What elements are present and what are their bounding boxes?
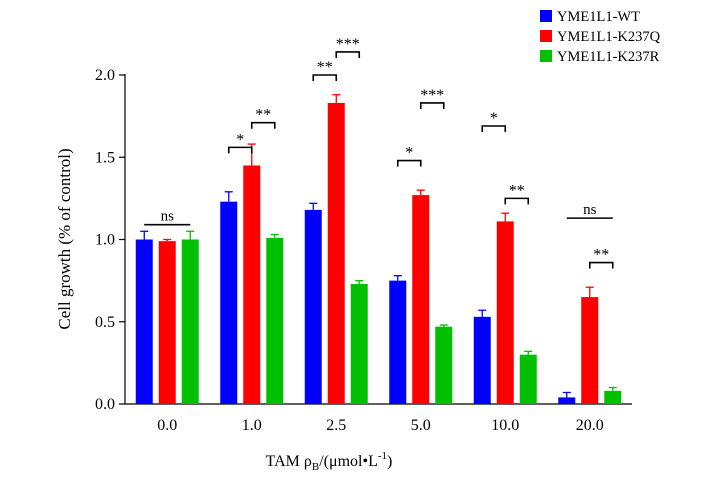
x-label-superscript: -1 — [378, 450, 387, 462]
bar — [158, 241, 176, 404]
significance-bracket — [504, 197, 530, 205]
bar — [266, 237, 284, 404]
bar — [181, 239, 199, 404]
x-axis-label: TAM ρB/(μmol•L-1) — [266, 450, 393, 473]
legend-swatch — [540, 10, 552, 22]
bar — [327, 102, 345, 404]
significance-bracket — [588, 261, 614, 269]
y-tick-label: 1.5 — [95, 149, 115, 166]
significance-bracket — [227, 146, 253, 154]
legend-swatch — [540, 50, 552, 62]
significance-bracket — [481, 125, 507, 132]
bar — [558, 397, 576, 404]
legend-label: YME1L1-K237R — [557, 49, 660, 65]
significance-label: * — [405, 145, 413, 162]
bar — [519, 354, 537, 404]
significance-label: * — [490, 110, 498, 127]
legend-label: YME1L1-K237Q — [557, 29, 661, 45]
bar — [389, 280, 407, 404]
x-label-end: ) — [387, 453, 392, 470]
bar — [473, 316, 491, 404]
x-label-main: TAM ρ — [266, 453, 312, 470]
bar — [243, 165, 261, 404]
significance-label: * — [236, 131, 244, 148]
significance-label: ** — [255, 107, 271, 124]
y-axis-label: Cell growth (% of control) — [55, 148, 74, 329]
bar — [135, 239, 153, 404]
y-tick-label: 1.0 — [95, 232, 115, 249]
bar — [496, 221, 514, 404]
significance-label: ns — [583, 202, 597, 218]
x-label-unit: /(μmol•L — [319, 453, 378, 470]
legend-swatch — [540, 30, 552, 42]
x-axis: 0.0 1.0 2.5 5.0 10.0 20.0 — [125, 403, 632, 434]
significance-label: ns — [161, 209, 175, 225]
bar — [220, 201, 238, 404]
x-tick-label: 20.0 — [576, 417, 604, 434]
significance-bracket — [419, 102, 445, 109]
significance-label: *** — [420, 87, 444, 104]
y-axis: 0.0 0.5 1.0 1.5 2.0 — [95, 67, 126, 413]
y-tick-label: 0.5 — [95, 314, 115, 331]
x-tick-label: 2.5 — [326, 417, 346, 434]
x-tick-label: 0.0 — [157, 417, 177, 434]
bar — [412, 195, 430, 404]
significance-label: ** — [593, 247, 609, 264]
legend-label: YME1L1-WT — [557, 9, 640, 25]
bars — [135, 94, 622, 404]
legend: YME1L1-WT YME1L1-K237Q YME1L1-K237R — [540, 9, 661, 65]
bar — [604, 390, 622, 404]
significance-label: ** — [509, 182, 525, 199]
bar — [435, 326, 453, 404]
bar — [581, 297, 599, 404]
significance-bracket — [312, 74, 338, 81]
bar — [304, 209, 322, 404]
significance-bracket — [335, 51, 361, 58]
significance-label: *** — [336, 36, 360, 53]
significance-label: ** — [317, 59, 333, 76]
x-label-subscript: B — [312, 461, 319, 473]
significance-bracket — [250, 121, 276, 129]
x-tick-label: 10.0 — [491, 417, 519, 434]
significance-bracket — [396, 159, 422, 167]
x-tick-label: 5.0 — [411, 417, 431, 434]
significance-annotations: ns***************ns** — [144, 36, 614, 269]
x-tick-label: 1.0 — [242, 417, 262, 434]
y-tick-label: 2.0 — [95, 67, 115, 84]
bar — [350, 283, 368, 404]
y-tick-label: 0.0 — [95, 396, 115, 413]
